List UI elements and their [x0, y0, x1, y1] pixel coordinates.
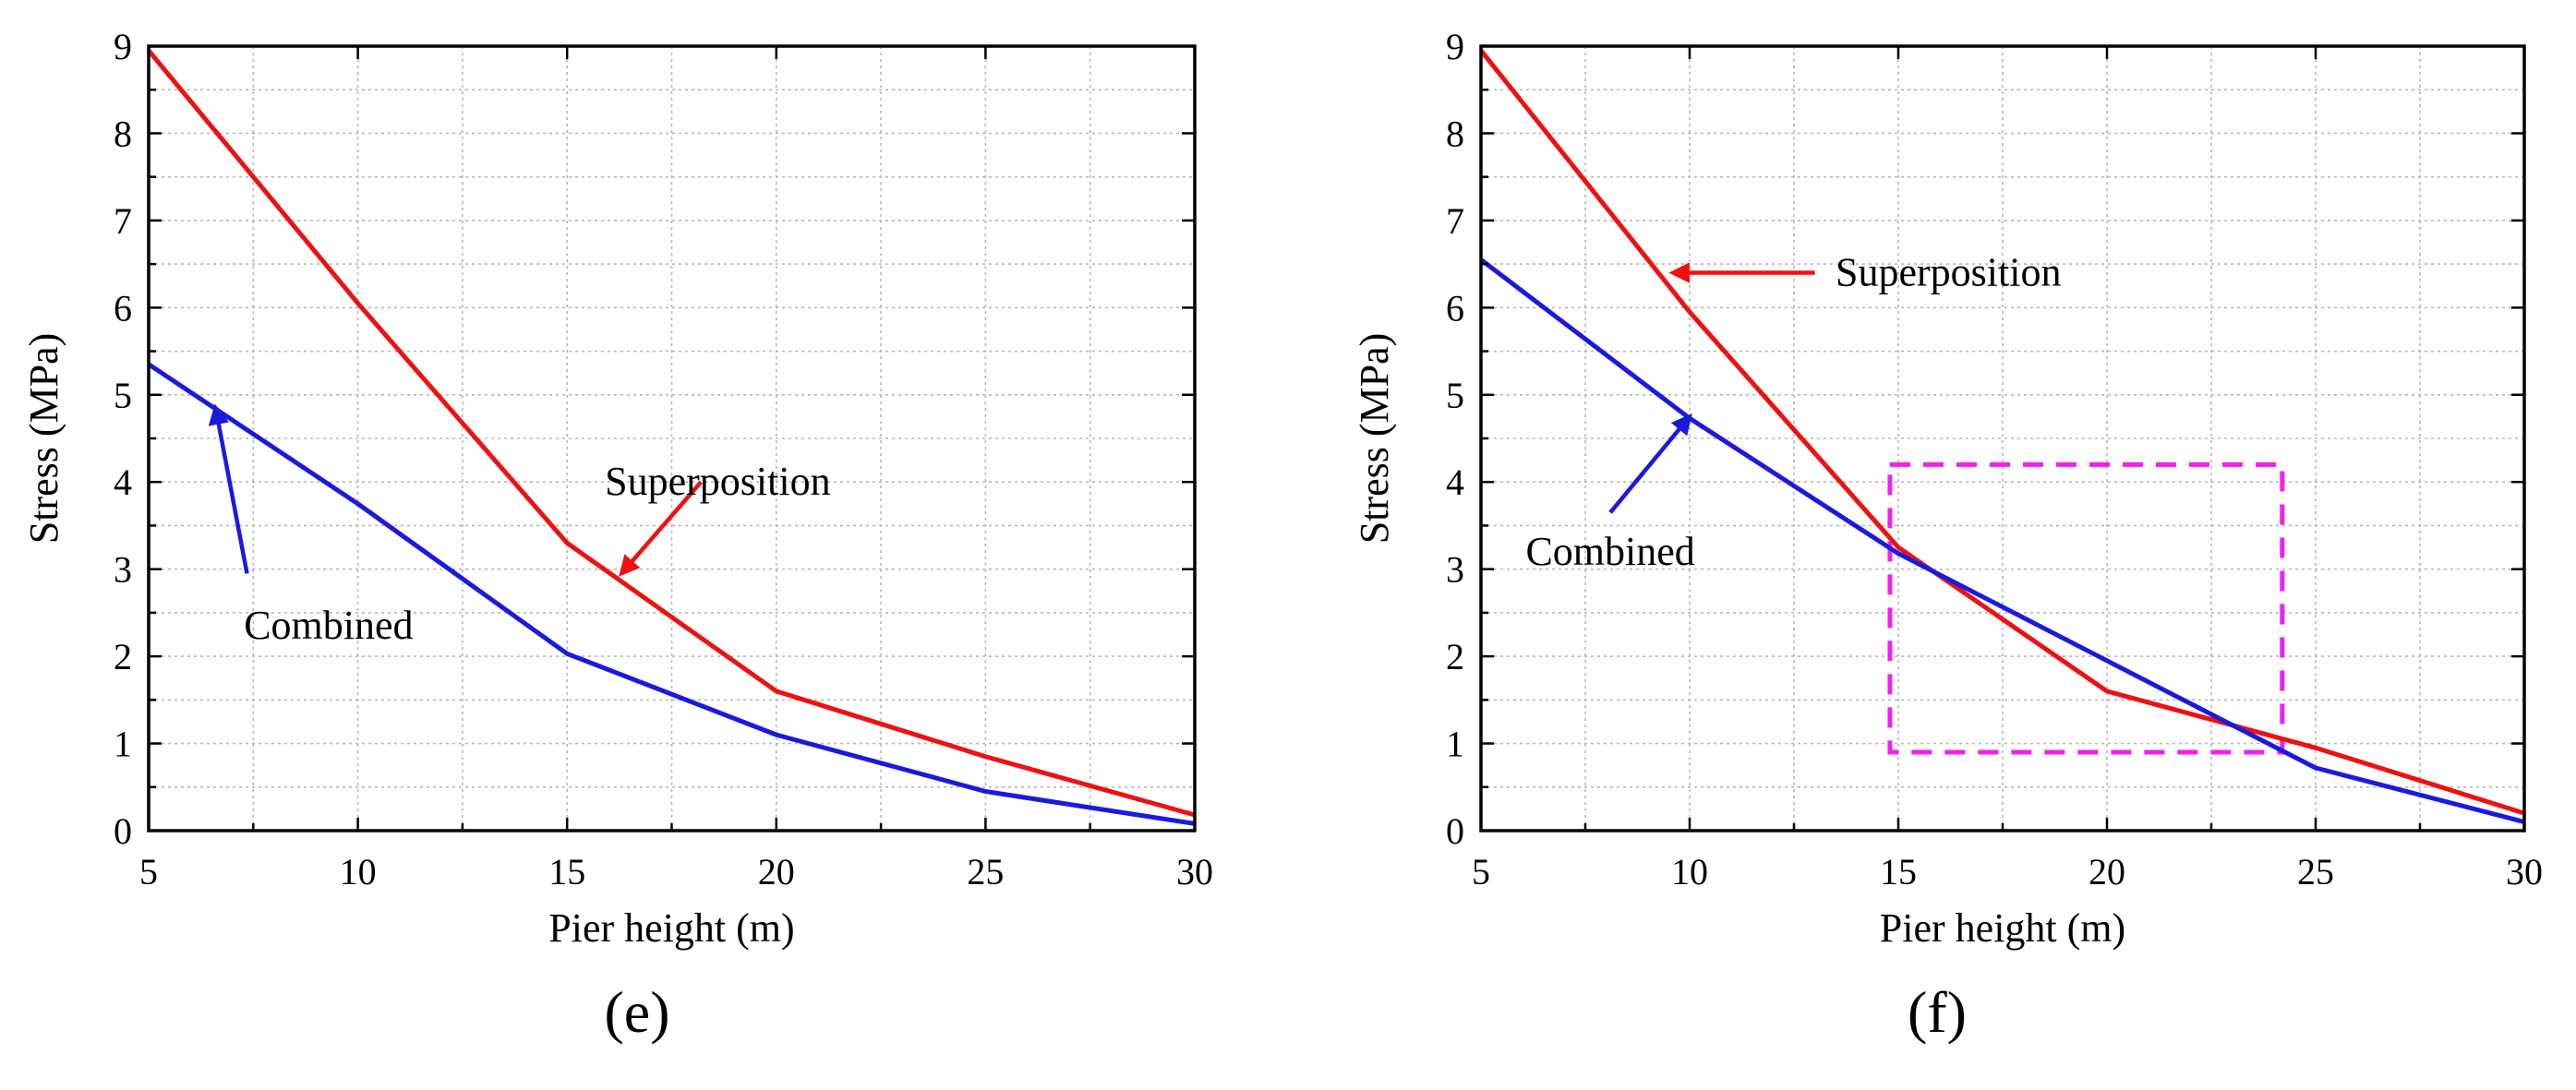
panel-label: (e) — [604, 979, 669, 1045]
y-tick-label: 8 — [114, 113, 132, 154]
y-tick-label: 6 — [1446, 287, 1464, 329]
annotation-label-superposition: Superposition — [605, 459, 830, 504]
annotation-arrow-combined — [208, 403, 249, 574]
panel-label: (f) — [1908, 979, 1967, 1045]
series-line-superposition — [147, 49, 1196, 818]
y-tick-label: 6 — [114, 287, 132, 329]
y-tick-label: 3 — [114, 549, 132, 591]
x-axis-title: Pier height (m) — [1880, 905, 2125, 951]
y-tick-label: 4 — [1446, 461, 1464, 503]
x-tick-label: 5 — [1472, 851, 1490, 892]
x-axis-title: Pier height (m) — [548, 905, 794, 951]
x-tick-label: 10 — [1671, 851, 1708, 892]
annotation-arrow-superposition — [619, 480, 703, 577]
y-tick-label: 4 — [114, 461, 132, 503]
y-axis-title: Stress (MPa) — [1352, 333, 1397, 545]
x-tick-label: 30 — [1176, 851, 1213, 892]
y-tick-label: 3 — [1446, 549, 1464, 591]
x-tick-label: 15 — [1880, 851, 1917, 892]
chart-panel-e: 5 10 15 20 25 30 0 1 2 3 4 5 6 7 8 9 Pier height (m) Stre… — [21, 26, 1213, 1045]
x-tick-label: 10 — [340, 851, 377, 892]
series-line-combined — [1479, 258, 2525, 824]
y-tick-label: 5 — [114, 375, 132, 416]
chart-panel-f: 5 10 15 20 25 30 0 1 2 3 4 5 6 7 8 9 Pier height (m) Stre… — [1352, 26, 2543, 1045]
annotation-label-combined: Combined — [244, 603, 413, 648]
y-tick-label: 1 — [114, 724, 132, 765]
x-tick-label: 25 — [2297, 851, 2334, 892]
y-tick-label: 2 — [114, 636, 132, 677]
y-tick-label: 5 — [1446, 375, 1464, 416]
y-tick-label: 0 — [1446, 810, 1464, 852]
x-tick-label: 20 — [2088, 851, 2125, 892]
x-tick-label: 25 — [967, 851, 1004, 892]
y-tick-label: 9 — [114, 26, 132, 67]
y-axis-title: Stress (MPa) — [21, 333, 66, 545]
annotation-label-superposition: Superposition — [1836, 250, 2061, 295]
y-tick-label: 7 — [1446, 200, 1464, 242]
highlight-box — [1887, 461, 2285, 755]
y-tick-label: 7 — [114, 200, 132, 242]
x-tick-label: 15 — [548, 851, 585, 892]
x-tick-label: 30 — [2506, 851, 2543, 892]
x-tick-label: 5 — [139, 851, 158, 892]
annotation-arrow-combined — [1608, 413, 1692, 514]
series-line-combined — [147, 362, 1196, 826]
y-tick-label: 1 — [1446, 724, 1464, 765]
y-tick-label: 9 — [1446, 26, 1464, 67]
y-tick-label: 0 — [114, 810, 132, 852]
x-tick-label: 20 — [758, 851, 795, 892]
y-tick-label: 8 — [1446, 113, 1464, 154]
annotation-label-combined: Combined — [1525, 529, 1694, 574]
y-tick-label: 2 — [1446, 636, 1464, 677]
series-line-superposition — [1479, 49, 2525, 816]
